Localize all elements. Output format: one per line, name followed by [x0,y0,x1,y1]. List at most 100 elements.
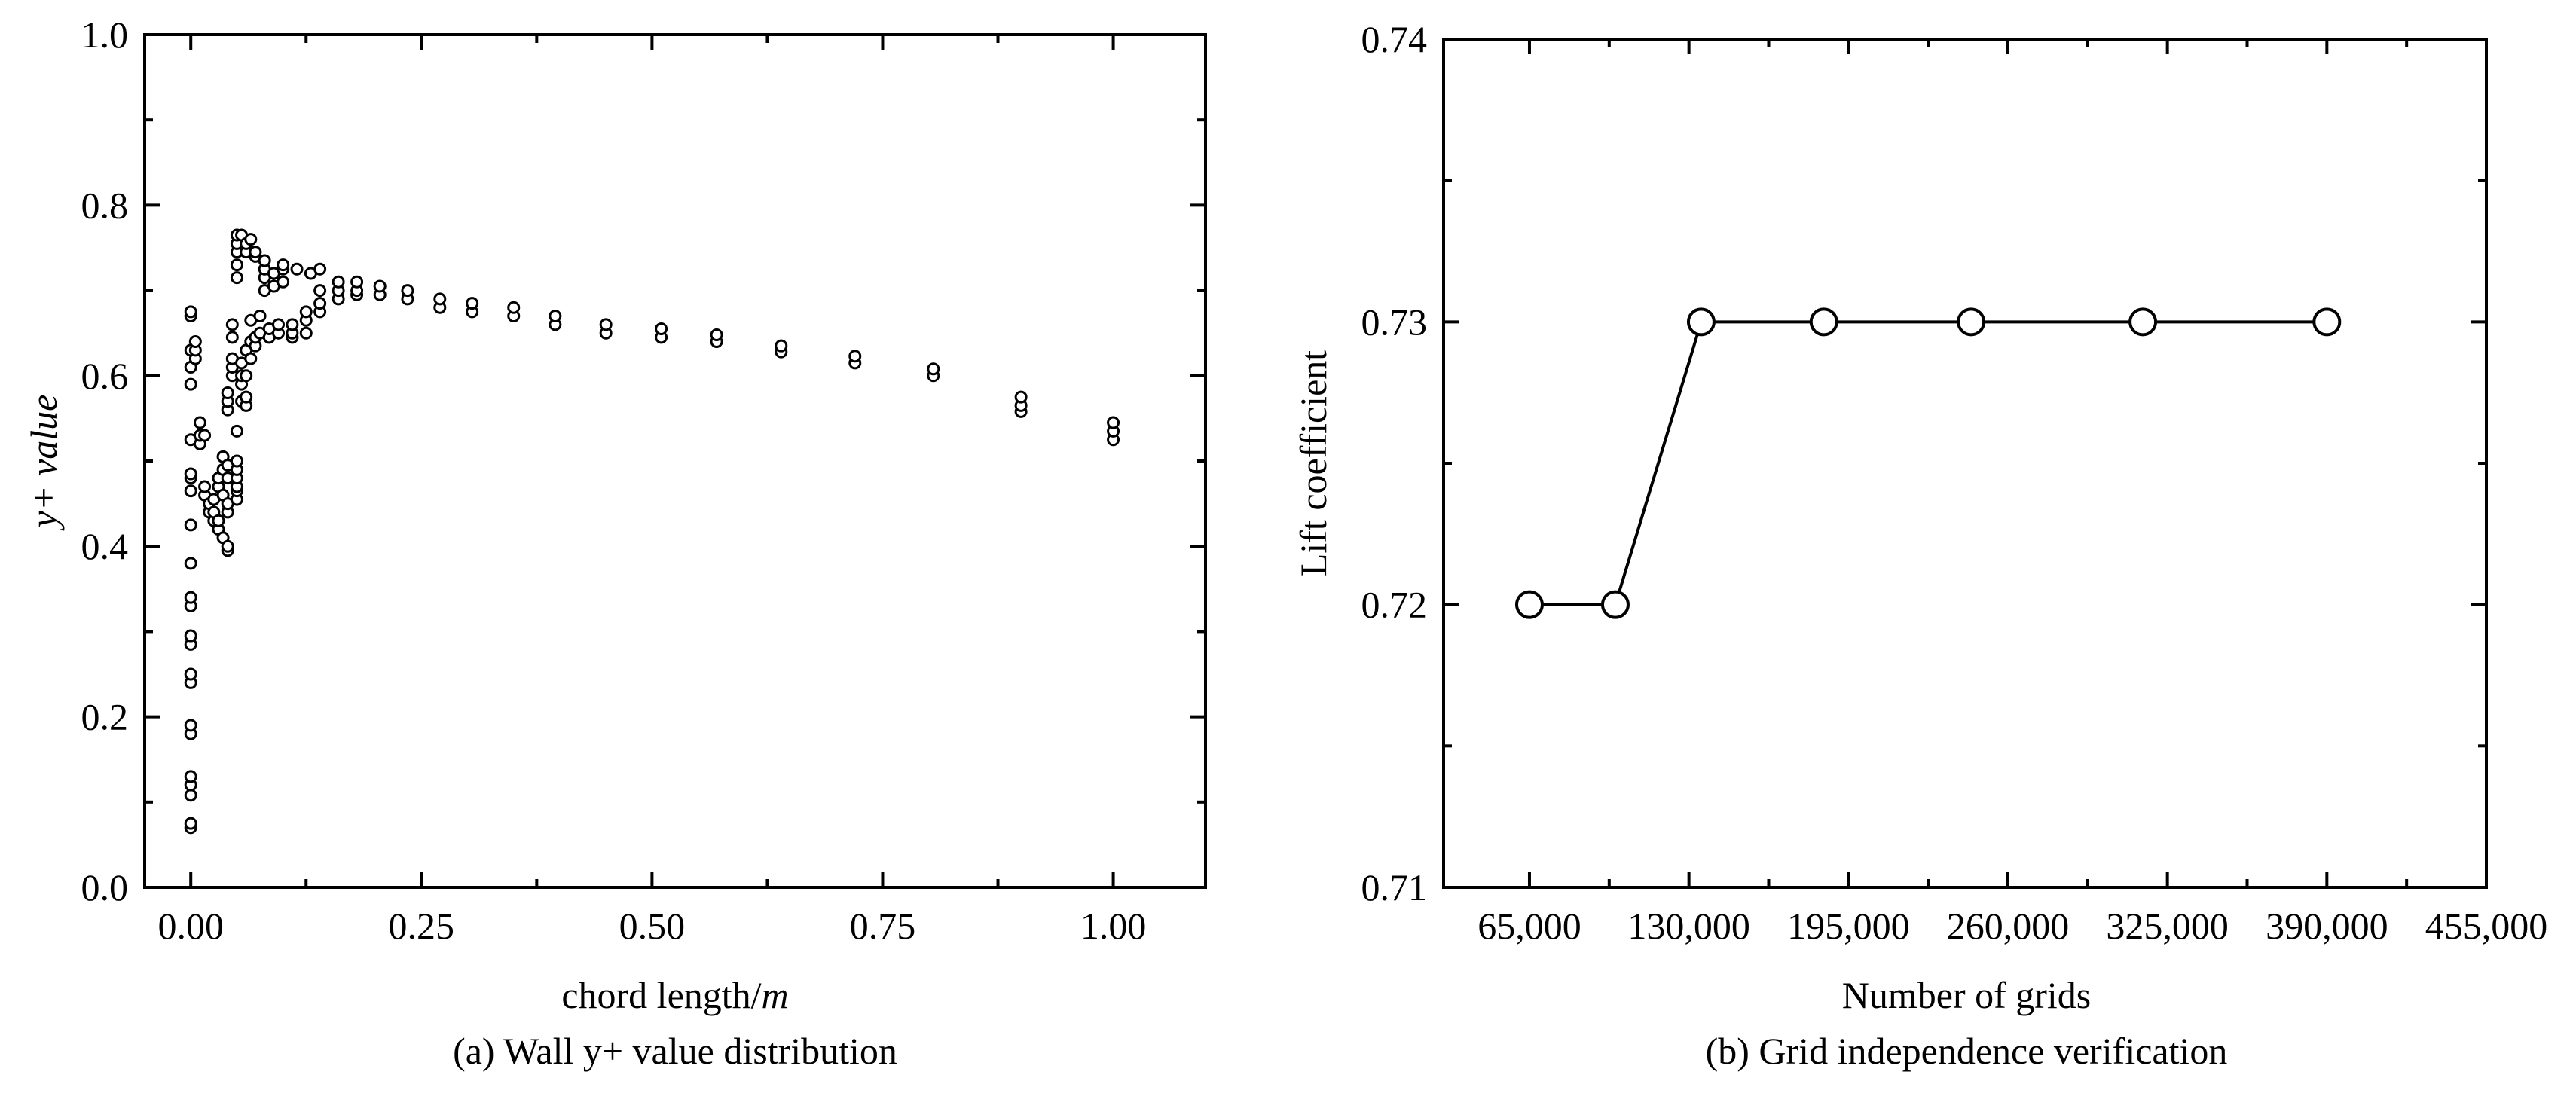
panel-a-ticks: 0.00 0.25 0.50 0.75 1.00 0.0 0.2 0.4 0.6 0.8 1.0 [81,14,1205,947]
panel-a-data-point [184,770,197,783]
panel-a-data-point [184,377,197,391]
panel-a-data-point [350,275,364,289]
panel-b-x-tick-label: 325,000 [2106,905,2229,947]
panel-a-x-tick-label: 0.25 [389,905,455,947]
panel-a-data-point [240,369,253,383]
panel-a-data-point [221,539,234,553]
panel-a-data-point [1107,416,1120,429]
panel-a-data-point [184,719,197,732]
panel-a-data-point [433,292,447,306]
panel-a-data-point [277,258,290,272]
panel-b-grid-independence: 65,000 130,000 195,000 260,000 325,000 390,00… [1292,18,2547,1072]
panel-b-series-line [1529,320,2327,606]
panel-a-data-point [184,789,197,802]
panel-a-data-point [184,518,197,532]
panel-a-data-point [249,246,262,259]
panel-a-x-tick-label: 0.50 [619,905,686,947]
panel-b-y-tick-label: 0.73 [1361,301,1428,343]
panel-a-data-point [277,275,290,289]
panel-a-data-point [373,279,387,293]
panel-a-y-tick-label: 0.6 [81,355,129,397]
panel-a-y-tick-label: 0.2 [81,696,129,738]
panel-a-data-point [184,667,197,681]
panel-b-caption: (b) Grid independence verification [1706,1030,2228,1072]
panel-a-caption: (a) Wall y+ value distribution [453,1030,897,1072]
panel-a-data-point [244,352,258,365]
panel-a-y-label-prefix: y+ [23,476,65,531]
panel-a-data-point [332,275,345,289]
panel-b-y-tick-label: 0.74 [1361,18,1428,60]
panel-a-data-point [184,817,197,830]
panel-a-data-point [313,262,327,276]
panel-b-x-tick-label: 260,000 [1947,905,2070,947]
panel-a-data-points [184,228,1120,835]
panel-a-x-tick-label: 0.75 [850,905,916,947]
panel-a-data-point [466,297,479,310]
panel-a-data-point [244,233,258,246]
panel-a-y-axis-label: y+ value [23,395,65,532]
panel-b-ticks: 65,000 130,000 195,000 260,000 325,000 390,00… [1361,18,2548,947]
panel-b-y-axis-label: Lift coefficient [1292,350,1334,576]
panel-a-data-point [313,284,327,298]
panel-a-plot-frame [143,33,1207,889]
panel-a-data-point [848,350,862,363]
panel-b-y-tick-label: 0.71 [1361,866,1428,908]
panel-b-data-point [2128,307,2158,337]
panel-a-y-tick-label: 0.4 [81,525,129,567]
panel-a-data-point [290,262,304,276]
panel-a-data-point [258,254,271,267]
panel-a-data-point [184,484,197,498]
panel-a-data-point [184,467,197,481]
panel-a-x-axis-label: chord length/m [561,974,788,1016]
panel-a-data-point [212,514,225,527]
panel-b-data-point [2312,307,2342,337]
panel-a-data-point [240,390,253,404]
panel-b-x-tick-label: 65,000 [1477,905,1581,947]
panel-a-y-tick-label: 0.8 [81,184,129,226]
panel-b-x-tick-label: 390,000 [2266,905,2388,947]
panel-a-data-point [225,318,239,331]
panel-a-data-point [184,557,197,570]
panel-a-data-point [710,328,723,341]
panel-a-data-point [299,305,313,319]
panel-a-data-point [313,297,327,310]
panel-a-data-point [507,301,521,314]
panel-b-x-tick-label: 130,000 [1627,905,1750,947]
panel-b-data-point [1809,307,1838,337]
panel-b-data-points [1514,307,2342,619]
panel-a-data-point [253,310,267,323]
panel-a-data-point [230,454,243,468]
panel-b-data-point [1686,307,1716,337]
panel-a-x-tick-label: 1.00 [1080,905,1147,947]
panel-a-data-point [221,386,234,399]
panel-a-y-tick-label: 0.0 [81,866,129,908]
panel-a-data-point [272,318,286,331]
panel-a-data-point [225,331,239,344]
panel-a-data-point [1014,390,1028,404]
panel-a-data-point [188,335,202,349]
panel-a-data-point [184,305,197,319]
panel-a-data-point [230,271,243,285]
panel-a-data-point [230,424,243,438]
panel-a-x-label-prefix: chord length/ [561,974,761,1016]
panel-a-x-label-unit: m [762,974,789,1016]
panel-b-x-axis-label: Number of grids [1842,974,2092,1016]
panel-a-y-label-italic: value [23,395,65,476]
panel-a-data-point [193,416,206,429]
panel-a-data-point [655,322,668,336]
panel-b-data-point [1514,590,1544,619]
panel-a-data-point [184,629,197,643]
panel-a-data-point [198,480,212,493]
panel-a-data-point [599,318,613,331]
panel-b-x-tick-label: 455,000 [2425,905,2548,947]
panel-a-data-point [549,310,562,323]
panel-a-wall-yplus: 0.00 0.25 0.50 0.75 1.00 0.0 0.2 0.4 0.6 0.8 1.0 y… [23,14,1207,1072]
panel-a-data-point [927,362,940,376]
panel-b-x-tick-label: 195,000 [1787,905,1910,947]
panel-b-y-tick-label: 0.72 [1361,584,1428,626]
panel-a-data-point [775,339,788,353]
panel-a-x-tick-label: 0.00 [157,905,224,947]
panel-b-data-point [1600,590,1630,619]
panel-a-data-point [184,591,197,604]
panel-a-data-point [286,318,299,331]
